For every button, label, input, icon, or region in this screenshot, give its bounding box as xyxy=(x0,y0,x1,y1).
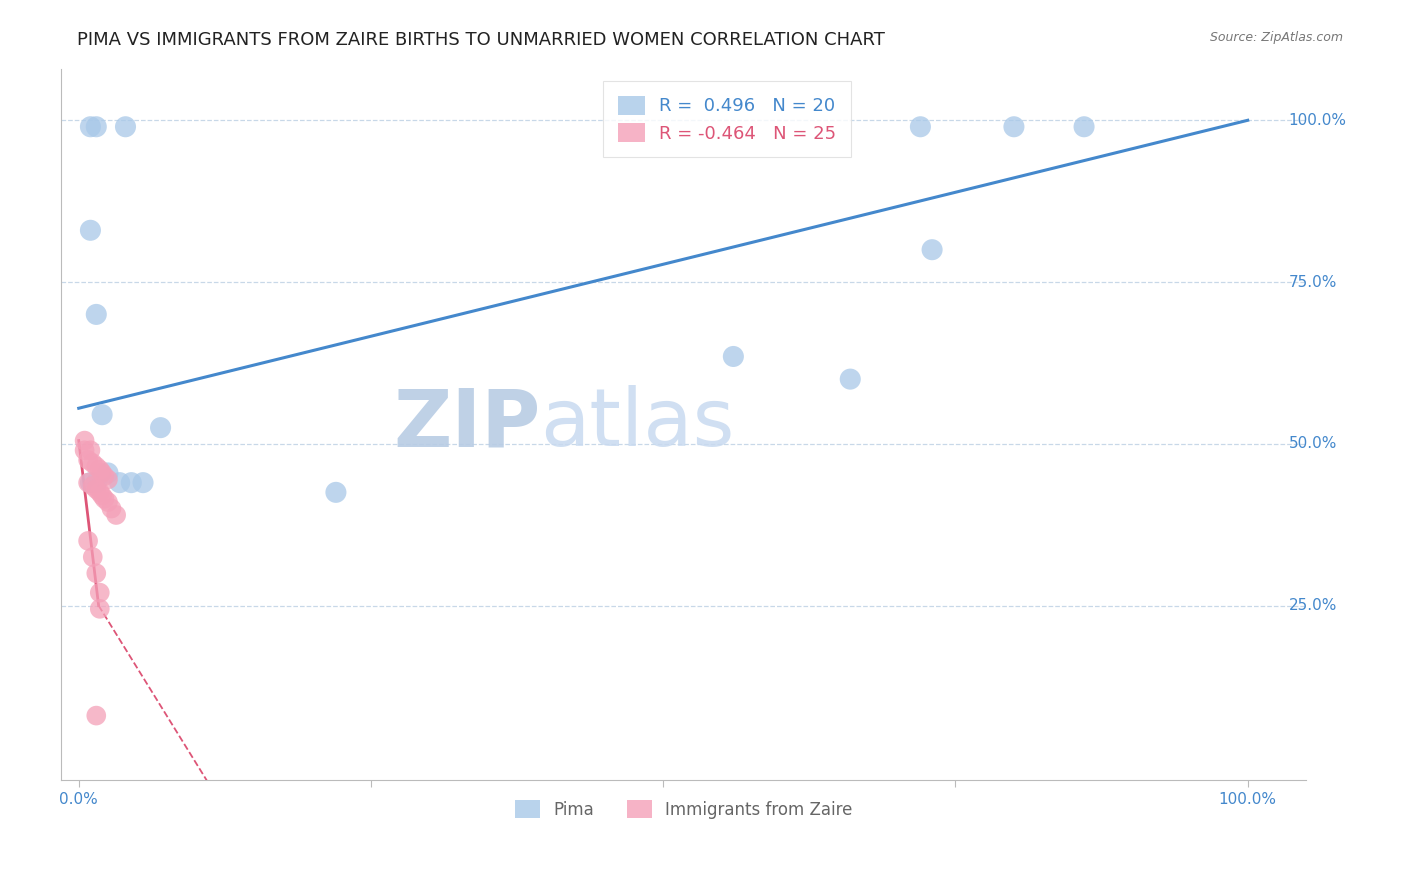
Text: atlas: atlas xyxy=(540,385,735,464)
Point xyxy=(97,466,120,480)
Point xyxy=(89,485,111,500)
Point xyxy=(84,459,107,474)
Point xyxy=(84,307,107,321)
Point xyxy=(132,475,155,490)
Point xyxy=(1073,120,1095,134)
Text: 50.0%: 50.0% xyxy=(1289,436,1337,451)
Point xyxy=(79,120,101,134)
Point xyxy=(91,408,114,422)
Point xyxy=(910,120,932,134)
Text: 100.0%: 100.0% xyxy=(1289,112,1347,128)
Text: 75.0%: 75.0% xyxy=(1289,275,1337,290)
Point xyxy=(93,469,115,483)
Point xyxy=(77,533,100,548)
Point xyxy=(79,223,101,237)
Point xyxy=(149,420,172,434)
Point xyxy=(105,508,128,522)
Point xyxy=(89,585,111,599)
Point xyxy=(89,602,111,616)
Point xyxy=(723,350,745,364)
Point xyxy=(108,475,131,490)
Point xyxy=(84,708,107,723)
Point xyxy=(120,475,142,490)
Text: ZIP: ZIP xyxy=(394,385,540,464)
Point xyxy=(89,463,111,477)
Point xyxy=(84,566,107,581)
Point xyxy=(84,482,107,496)
Legend: Pima, Immigrants from Zaire: Pima, Immigrants from Zaire xyxy=(508,793,859,825)
Point xyxy=(1002,120,1025,134)
Point xyxy=(82,550,104,565)
Point xyxy=(91,489,114,503)
Point xyxy=(114,120,136,134)
Point xyxy=(84,120,107,134)
Point xyxy=(84,475,107,490)
Text: Source: ZipAtlas.com: Source: ZipAtlas.com xyxy=(1209,31,1343,45)
Point xyxy=(93,491,115,506)
Point xyxy=(77,453,100,467)
Text: 25.0%: 25.0% xyxy=(1289,599,1337,613)
Point xyxy=(97,472,120,486)
Point xyxy=(79,443,101,458)
Point xyxy=(82,456,104,470)
Point xyxy=(73,434,96,448)
Text: PIMA VS IMMIGRANTS FROM ZAIRE BIRTHS TO UNMARRIED WOMEN CORRELATION CHART: PIMA VS IMMIGRANTS FROM ZAIRE BIRTHS TO … xyxy=(77,31,886,49)
Point xyxy=(839,372,862,386)
Point xyxy=(77,475,100,490)
Point xyxy=(921,243,943,257)
Point xyxy=(97,495,120,509)
Point xyxy=(325,485,347,500)
Point xyxy=(73,443,96,458)
Point xyxy=(82,479,104,493)
Point xyxy=(91,466,114,480)
Point xyxy=(100,501,122,516)
Point xyxy=(79,475,101,490)
